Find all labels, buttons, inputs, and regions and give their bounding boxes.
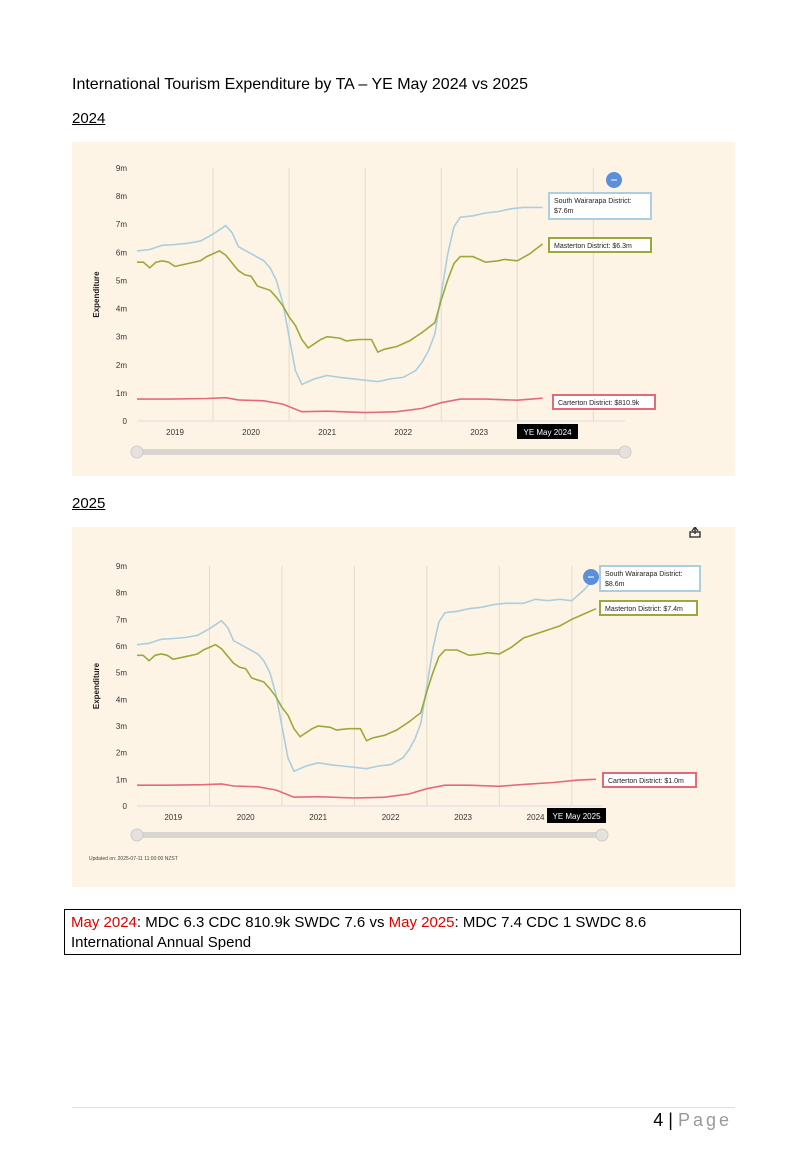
tooltip-value: $7.6m	[554, 208, 574, 215]
y-tick-label: 3m	[116, 722, 127, 731]
x-tick-label: 2023	[454, 813, 472, 822]
hover-date-label: YE May 2025	[552, 812, 601, 821]
page-number-value: 4	[653, 1110, 664, 1130]
section-2025-heading: 2025	[72, 495, 106, 512]
y-axis-label: Expenditure	[92, 662, 101, 709]
summary-line2: International Annual Spend	[71, 934, 252, 951]
tooltip-box	[599, 600, 698, 616]
series-line-south-wairarapa-district	[136, 206, 543, 386]
y-tick-label: 1m	[116, 389, 127, 398]
updated-timestamp: Updated on: 2025-07-11 11:00:00 NZST	[89, 856, 178, 862]
y-tick-label: 8m	[116, 192, 127, 201]
y-axis-label: Expenditure	[92, 271, 101, 318]
tooltip-box	[548, 192, 652, 220]
hover-date-badge	[517, 424, 578, 439]
range-handle-left[interactable]	[130, 445, 144, 459]
y-tick-label: 7m	[116, 615, 127, 624]
tooltip-text: Carterton District: $810.9k	[558, 400, 640, 407]
tooltip-box	[552, 394, 656, 410]
y-tick-label: 8m	[116, 589, 127, 598]
summary-label-2025: May 2025	[388, 914, 455, 931]
tooltip-text: Masterton District: $6.3m	[554, 243, 632, 250]
summary-box: May 2024: MDC 6.3 CDC 810.9k SWDC 7.6 vs…	[64, 909, 741, 955]
hover-date-label: YE May 2024	[523, 428, 572, 437]
range-scrollbar[interactable]	[137, 449, 625, 455]
y-tick-label: 6m	[116, 642, 127, 651]
y-tick-label: 7m	[116, 220, 127, 229]
download-icon[interactable]	[689, 527, 701, 538]
y-tick-label: 2m	[116, 361, 127, 370]
footer-divider	[72, 1107, 735, 1108]
y-tick-label: 0	[123, 417, 128, 426]
chart-2024: 0 1m 2m 3m 4m 5m 6m 7m 8m 9m 2019 2020 2021 2022 2023 E…	[72, 142, 735, 476]
y-tick-label: 1m	[116, 775, 127, 784]
summary-label-2024: May 2024	[71, 914, 137, 931]
tooltip-text: Masterton District: $7.4m	[605, 606, 683, 613]
tooltip-box	[548, 237, 652, 253]
range-handle-right[interactable]	[595, 828, 609, 842]
page-separator: |	[663, 1110, 678, 1130]
download-arrow	[691, 527, 699, 534]
chart-2025: 0 1m 2m 3m 4m 5m 6m 7m 8m 9m 2019 2020 2021 2022 2023 2…	[72, 527, 735, 887]
y-tick-label: 9m	[116, 164, 127, 173]
page-number: 4 | Page	[653, 1110, 732, 1131]
y-tick-label: 6m	[116, 248, 127, 257]
chart-svg: 0 1m 2m 3m 4m 5m 6m 7m 8m 9m 2019 2020 2021 2022 2023 E…	[92, 164, 656, 459]
y-tick-label: 9m	[116, 562, 127, 571]
y-tick-label: 4m	[116, 305, 127, 314]
series-line-masterton-district	[137, 607, 597, 742]
hover-date-badge	[547, 808, 606, 823]
tooltip-box	[599, 565, 701, 592]
page-word: Page	[677, 1110, 732, 1130]
x-tick-label: 2023	[470, 428, 488, 437]
x-tick-label: 2022	[382, 813, 400, 822]
range-handle-left[interactable]	[130, 828, 144, 842]
series-line-masterton-district	[137, 243, 544, 354]
summary-text-2025: : MDC 7.4 CDC 1 SWDC 8.6	[454, 914, 647, 931]
x-tick-label: 2022	[394, 428, 412, 437]
y-tick-label: 4m	[116, 695, 127, 704]
tooltip-text: South Wairarapa District:	[554, 198, 632, 205]
section-2024-heading: 2024	[72, 110, 106, 127]
series-line-carterton-district	[137, 396, 543, 414]
summary-text-2024: : MDC 6.3 CDC 810.9k SWDC 7.6 vs	[136, 914, 389, 931]
tooltip-box	[602, 772, 697, 788]
y-tick-label: 5m	[116, 276, 127, 285]
x-tick-label: 2019	[164, 813, 182, 822]
x-tick-label: 2021	[309, 813, 327, 822]
x-tick-label: 2024	[527, 813, 545, 822]
y-tick-label: 3m	[116, 333, 127, 342]
range-handle-right[interactable]	[618, 445, 632, 459]
x-tick-label: 2020	[237, 813, 255, 822]
x-tick-label: 2020	[242, 428, 260, 437]
series-line-south-wairarapa-district	[136, 576, 597, 773]
y-tick-label: 2m	[116, 749, 127, 758]
document-title: International Tourism Expenditure by TA …	[72, 76, 528, 93]
x-tick-label: 2021	[318, 428, 336, 437]
range-scrollbar[interactable]	[137, 832, 602, 838]
y-tick-label: 5m	[116, 669, 127, 678]
tooltip-value: $8.6m	[605, 581, 625, 588]
y-tick-label: 0	[123, 802, 128, 811]
tooltip-text: South Wairarapa District:	[605, 571, 683, 578]
chart-svg: 0 1m 2m 3m 4m 5m 6m 7m 8m 9m 2019 2020 2021 2022 2023 2…	[89, 527, 701, 862]
series-line-carterton-district	[137, 778, 597, 799]
tooltip-text: Carterton District: $1.0m	[608, 778, 684, 785]
x-tick-label: 2019	[166, 428, 184, 437]
